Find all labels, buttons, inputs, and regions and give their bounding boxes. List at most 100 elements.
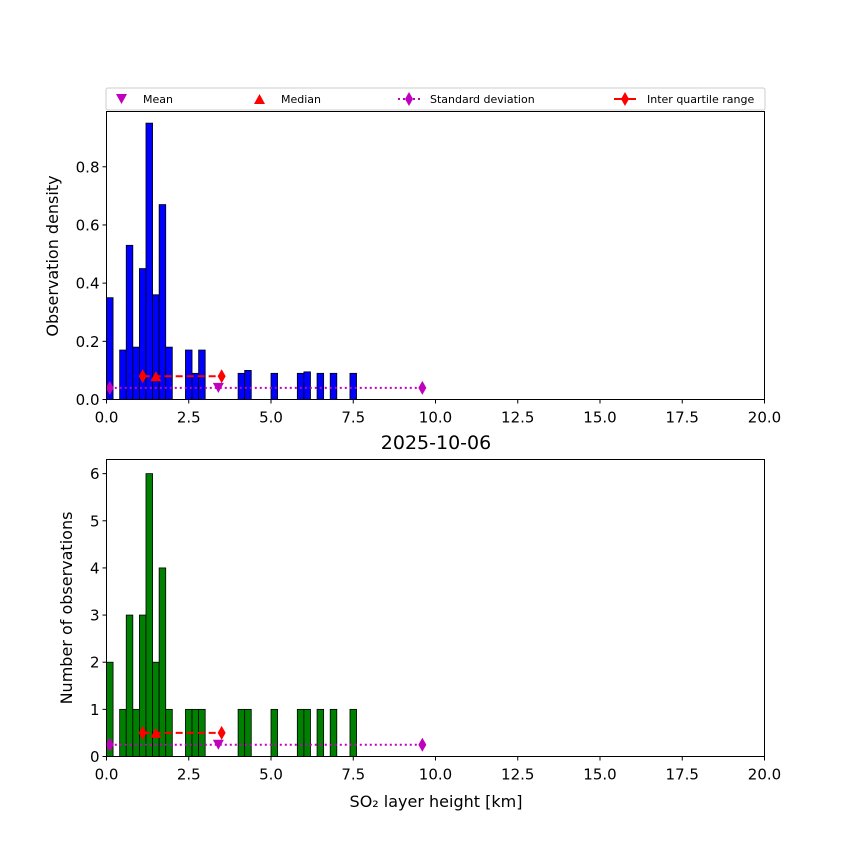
panel-top: 0.0 2.5 5.0 7.5 10.0 12.5 15.0 17.5 20.0 0.00.20… (43, 111, 781, 427)
bottom-y-tick-label-4: 4 (90, 559, 100, 577)
bottom-y-tick-label-5: 5 (90, 512, 100, 530)
top-bar-10 (191, 372, 200, 400)
bottom-y-axis-label: Number of observations (57, 512, 76, 705)
top-bar-7 (158, 204, 167, 400)
top-y-tick-label-4: 0.8 (76, 158, 100, 176)
top-bar-1 (119, 349, 127, 400)
top-bar-17 (316, 372, 325, 400)
bottom-x-tick-label-4: 10.0 (419, 766, 452, 784)
legend-item-iqr: Inter quartile range (614, 92, 754, 106)
bottom-x-axis: 0.0 2.5 5.0 7.5 10.0 12.5 15.0 17.5 20.0 (95, 756, 781, 784)
bottom-y-axis: 0 1 2 3 4 5 6 (90, 465, 107, 766)
bottom-x-tick-label-2: 5.0 (259, 766, 283, 784)
top-x-tick-label-4: 10.0 (419, 409, 452, 427)
bottom-iqr-diamond-1 (217, 725, 226, 740)
top-std-diamond-0 (105, 380, 114, 395)
top-bar-3 (132, 346, 140, 400)
bottom-bar-2 (125, 614, 134, 757)
top-bar-15 (296, 372, 305, 400)
bottom-y-tick-label-1: 1 (90, 701, 100, 719)
top-x-tick-label-2: 5.0 (259, 409, 283, 427)
top-x-tick-label-3: 7.5 (341, 409, 365, 427)
bottom-bar-12 (237, 708, 246, 757)
bottom-bar-3 (132, 708, 140, 757)
bottom-median-marker (150, 727, 162, 738)
iqr-diamond-icon (621, 92, 629, 106)
bottom-y-tick-label-3: 3 (90, 607, 100, 625)
top-bar-12 (237, 372, 246, 400)
top-y-axis: 0.0 0.2 0.4 0.6 0.8 (76, 158, 107, 409)
top-bar-9 (185, 349, 193, 400)
legend-label-mean: Mean (143, 93, 173, 106)
top-iqr-diamond-1 (217, 369, 226, 384)
top-std-diamond-1 (418, 380, 427, 395)
top-bar-18 (329, 372, 338, 400)
bottom-x-tick-label-7: 17.5 (666, 766, 699, 784)
top-x-tick-label-1: 2.5 (177, 409, 201, 427)
bottom-std-diamond-0 (105, 737, 114, 752)
bottom-y-tick-label-6: 6 (90, 465, 100, 483)
bottom-x-axis-label: SO₂ layer height [km] (350, 792, 523, 811)
top-bars (106, 122, 357, 400)
top-iqr-diamond-0 (138, 369, 147, 384)
top-bar-13 (244, 370, 252, 400)
panel-bottom: 2025-10-06 0.0 2.5 5.0 7.5 10.0 12.5 15.0 17.5 2… (57, 432, 781, 811)
bottom-bar-15 (296, 708, 305, 757)
top-x-tick-label-5: 12.5 (501, 409, 534, 427)
top-bar-11 (198, 349, 206, 400)
bottom-bar-16 (303, 708, 311, 757)
top-mean-marker (212, 382, 224, 393)
top-x-tick-label-0: 0.0 (95, 409, 119, 427)
bottom-x-tick-label-1: 2.5 (177, 766, 201, 784)
top-stat-markers (105, 369, 427, 395)
bottom-chart-title: 2025-10-06 (381, 432, 491, 454)
median-marker-icon (254, 94, 265, 104)
bottom-x-tick-label-6: 15.0 (583, 766, 616, 784)
bottom-iqr-diamond-0 (138, 725, 147, 740)
legend-frame (105, 87, 766, 111)
bottom-y-tick-label-2: 2 (90, 654, 100, 672)
legend-item-median: Median (254, 93, 321, 106)
bottom-bar-1 (119, 708, 127, 757)
bottom-x-tick-label-3: 7.5 (341, 766, 365, 784)
bottom-std-diamond-1 (418, 737, 427, 752)
mean-marker-icon (116, 94, 127, 104)
legend-item-std: Standard deviation (398, 92, 535, 106)
bottom-stat-markers (105, 725, 427, 752)
bottom-bar-7 (158, 567, 167, 757)
top-y-tick-label-2: 0.4 (76, 275, 100, 293)
legend-label-iqr: Inter quartile range (647, 93, 754, 106)
bottom-bar-17 (316, 708, 325, 757)
top-y-tick-label-0: 0.0 (76, 391, 100, 409)
top-median-marker (150, 371, 162, 382)
top-y-tick-label-1: 0.2 (76, 333, 100, 351)
std-diamond-icon (405, 92, 413, 106)
top-bar-8 (165, 346, 173, 400)
bottom-bar-18 (329, 708, 338, 757)
bottom-x-tick-label-5: 12.5 (501, 766, 534, 784)
top-bar-16 (303, 371, 311, 400)
bottom-bar-13 (244, 708, 252, 757)
top-x-tick-label-7: 17.5 (666, 409, 699, 427)
bottom-mean-marker (212, 739, 224, 750)
top-bar-2 (125, 244, 134, 400)
legend-label-std: Standard deviation (430, 93, 535, 106)
bottom-x-tick-label-0: 0.0 (95, 766, 119, 784)
top-bar-19 (349, 372, 357, 400)
legend: Mean Median Standard deviation Inter qua… (105, 87, 766, 111)
bottom-y-tick-label-0: 0 (90, 748, 100, 766)
top-y-tick-label-3: 0.6 (76, 216, 100, 234)
bottom-bar-5 (145, 473, 153, 757)
bottom-x-tick-label-8: 20.0 (748, 766, 781, 784)
bottom-bar-19 (349, 708, 357, 757)
top-x-tick-label-8: 20.0 (748, 409, 781, 427)
top-bar-14 (270, 372, 278, 400)
bottom-bar-14 (270, 708, 278, 757)
top-x-axis: 0.0 2.5 5.0 7.5 10.0 12.5 15.0 17.5 20.0 (95, 399, 781, 427)
top-y-axis-label: Observation density (43, 175, 62, 336)
top-bar-6 (152, 294, 160, 400)
top-x-tick-label-6: 15.0 (583, 409, 616, 427)
legend-label-median: Median (281, 93, 321, 106)
bottom-bar-6 (152, 661, 160, 757)
